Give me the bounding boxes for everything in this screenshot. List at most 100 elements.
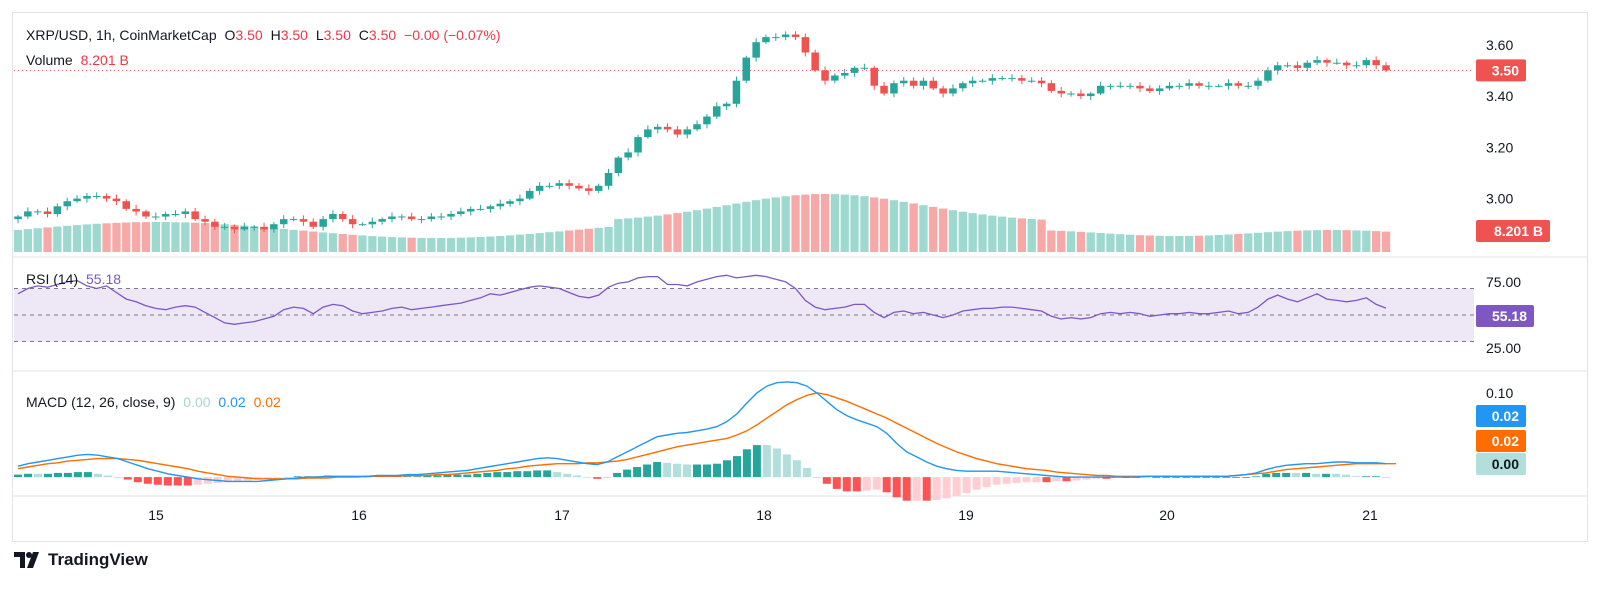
candle-body[interactable] [1165, 85, 1174, 89]
candle-body[interactable] [535, 185, 544, 191]
candle-body[interactable] [152, 216, 160, 218]
candle-body[interactable] [1372, 60, 1380, 66]
candle-body[interactable] [644, 129, 652, 138]
candle-body[interactable] [1106, 85, 1115, 87]
candle-body[interactable] [280, 219, 288, 225]
candle-body[interactable] [929, 80, 938, 89]
candle-body[interactable] [634, 137, 642, 153]
candle-body[interactable] [63, 201, 72, 207]
candle-body[interactable] [1244, 85, 1253, 87]
candle-body[interactable] [496, 203, 505, 207]
candle-body[interactable] [1313, 60, 1321, 63]
candle-body[interactable] [1382, 65, 1390, 71]
candle-body[interactable] [1303, 62, 1312, 68]
candle-body[interactable] [142, 211, 150, 217]
candle-body[interactable] [732, 80, 741, 104]
candle-body[interactable] [240, 226, 249, 230]
candle-body[interactable] [998, 78, 1006, 80]
candle-body[interactable] [1096, 85, 1105, 94]
candle-body[interactable] [516, 198, 524, 202]
candle-body[interactable] [545, 185, 554, 187]
candle-body[interactable] [378, 219, 386, 222]
candle-body[interactable] [860, 67, 869, 69]
candle-body[interactable] [309, 221, 318, 227]
candle-body[interactable] [1342, 62, 1351, 66]
candle-body[interactable] [870, 67, 879, 86]
candle-body[interactable] [1362, 60, 1371, 66]
candle-body[interactable] [673, 129, 682, 135]
candle-body[interactable] [161, 214, 170, 217]
candle-body[interactable] [1155, 88, 1164, 91]
candle-body[interactable] [1205, 85, 1213, 87]
candle-body[interactable] [614, 157, 623, 173]
candle-body[interactable] [663, 126, 672, 130]
candle-body[interactable] [762, 37, 770, 43]
candle-body[interactable] [831, 75, 839, 81]
candle-body[interactable] [1028, 80, 1036, 82]
symbol-label[interactable]: XRP/USD, 1h, CoinMarketCap [26, 27, 217, 43]
candle-body[interactable] [1254, 80, 1262, 86]
candle-body[interactable] [24, 211, 32, 217]
candle-body[interactable] [486, 206, 495, 209]
candle-body[interactable] [575, 185, 583, 189]
candle-body[interactable] [191, 211, 199, 220]
candle-body[interactable] [821, 70, 829, 81]
candle-body[interactable] [752, 42, 760, 58]
candle-body[interactable] [319, 219, 327, 227]
candle-body[interactable] [988, 78, 997, 81]
candle-body[interactable] [181, 211, 190, 214]
candle-body[interactable] [703, 116, 711, 125]
candle-body[interactable] [585, 188, 593, 191]
candle-body[interactable] [1037, 80, 1046, 84]
candle-body[interactable] [220, 226, 229, 228]
candle-body[interactable] [270, 224, 278, 230]
candle-body[interactable] [388, 216, 396, 220]
candle-body[interactable] [1333, 62, 1341, 64]
candle-body[interactable] [14, 216, 22, 220]
candle-body[interactable] [959, 83, 967, 89]
candle-body[interactable] [417, 219, 426, 221]
candle-body[interactable] [407, 216, 416, 220]
candle-body[interactable] [102, 196, 111, 199]
candle-body[interactable] [171, 214, 180, 215]
candle-body[interactable] [1185, 83, 1193, 86]
candle-body[interactable] [358, 224, 367, 226]
candle-body[interactable] [850, 67, 859, 73]
candle-body[interactable] [1195, 83, 1203, 86]
candle-body[interactable] [250, 226, 259, 228]
candle-body[interactable] [919, 80, 928, 86]
candle-body[interactable] [801, 37, 810, 53]
candle-body[interactable] [33, 211, 42, 213]
volume-label[interactable]: Volume [26, 52, 73, 68]
candle-body[interactable] [594, 185, 603, 191]
candle-body[interactable] [555, 183, 564, 186]
candle-body[interactable] [289, 219, 298, 221]
candle-body[interactable] [447, 214, 455, 217]
rsi-line[interactable] [17, 274, 1387, 325]
candle-body[interactable] [890, 83, 898, 94]
candle-body[interactable] [1116, 85, 1125, 87]
candle-body[interactable] [368, 221, 377, 225]
macd-line[interactable] [17, 381, 1387, 483]
candle-body[interactable] [339, 214, 347, 220]
candle-body[interactable] [683, 129, 692, 135]
candle-body[interactable] [1274, 65, 1282, 71]
candle-body[interactable] [1047, 83, 1056, 91]
candle-body[interactable] [1352, 65, 1361, 67]
candle-body[interactable] [526, 190, 534, 199]
candle-body[interactable] [900, 80, 908, 84]
candle-body[interactable] [211, 221, 219, 227]
candle-body[interactable] [565, 183, 573, 186]
tradingview-logo[interactable]: TradingView [14, 549, 148, 571]
candle-body[interactable] [83, 196, 91, 199]
candle-body[interactable] [1077, 93, 1085, 97]
candle-body[interactable] [1323, 60, 1331, 63]
candle-body[interactable] [742, 57, 751, 81]
candle-body[interactable] [122, 201, 131, 209]
candle-body[interactable] [348, 219, 357, 225]
candle-body[interactable] [457, 211, 465, 214]
candle-body[interactable] [624, 152, 632, 158]
candle-body[interactable] [1018, 78, 1026, 81]
candle-body[interactable] [201, 219, 209, 222]
